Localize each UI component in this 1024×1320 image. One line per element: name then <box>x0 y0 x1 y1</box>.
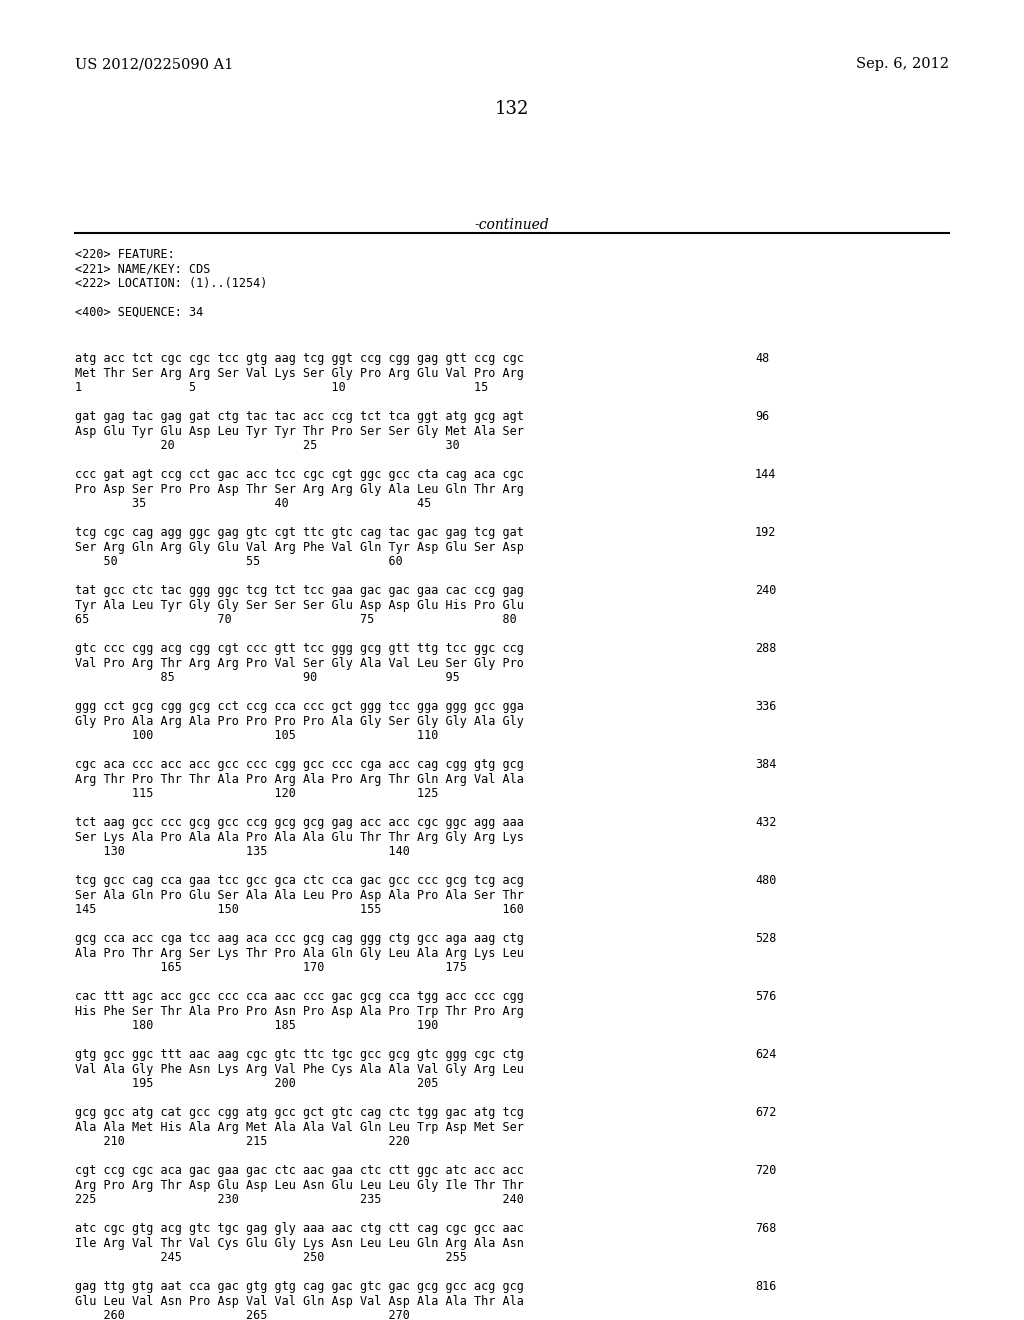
Text: gcg gcc atg cat gcc cgg atg gcc gct gtc cag ctc tgg gac atg tcg: gcg gcc atg cat gcc cgg atg gcc gct gtc … <box>75 1106 524 1119</box>
Text: 35                  40                  45: 35 40 45 <box>75 498 431 510</box>
Text: Arg Pro Arg Thr Asp Glu Asp Leu Asn Glu Leu Leu Gly Ile Thr Thr: Arg Pro Arg Thr Asp Glu Asp Leu Asn Glu … <box>75 1179 524 1192</box>
Text: 180                 185                 190: 180 185 190 <box>75 1019 438 1032</box>
Text: atc cgc gtg acg gtc tgc gag gly aaa aac ctg ctt cag cgc gcc aac: atc cgc gtg acg gtc tgc gag gly aaa aac … <box>75 1222 524 1236</box>
Text: gcg cca acc cga tcc aag aca ccc gcg cag ggg ctg gcc aga aag ctg: gcg cca acc cga tcc aag aca ccc gcg cag … <box>75 932 524 945</box>
Text: Ala Ala Met His Ala Arg Met Ala Ala Val Gln Leu Trp Asp Met Ser: Ala Ala Met His Ala Arg Met Ala Ala Val … <box>75 1121 524 1134</box>
Text: tat gcc ctc tac ggg ggc tcg tct tcc gaa gac gac gaa cac ccg gag: tat gcc ctc tac ggg ggc tcg tct tcc gaa … <box>75 583 524 597</box>
Text: ccc gat agt ccg cct gac acc tcc cgc cgt ggc gcc cta cag aca cgc: ccc gat agt ccg cct gac acc tcc cgc cgt … <box>75 469 524 480</box>
Text: Ser Arg Gln Arg Gly Glu Val Arg Phe Val Gln Tyr Asp Glu Ser Asp: Ser Arg Gln Arg Gly Glu Val Arg Phe Val … <box>75 540 524 553</box>
Text: Ser Lys Ala Pro Ala Ala Pro Ala Ala Glu Thr Thr Arg Gly Arg Lys: Ser Lys Ala Pro Ala Ala Pro Ala Ala Glu … <box>75 830 524 843</box>
Text: Gly Pro Ala Arg Ala Pro Pro Pro Pro Ala Gly Ser Gly Gly Ala Gly: Gly Pro Ala Arg Ala Pro Pro Pro Pro Ala … <box>75 714 524 727</box>
Text: gag ttg gtg aat cca gac gtg gtg cag gac gtc gac gcg gcc acg gcg: gag ttg gtg aat cca gac gtg gtg cag gac … <box>75 1280 524 1294</box>
Text: Ala Pro Thr Arg Ser Lys Thr Pro Ala Gln Gly Leu Ala Arg Lys Leu: Ala Pro Thr Arg Ser Lys Thr Pro Ala Gln … <box>75 946 524 960</box>
Text: Ile Arg Val Thr Val Cys Glu Gly Lys Asn Leu Leu Gln Arg Ala Asn: Ile Arg Val Thr Val Cys Glu Gly Lys Asn … <box>75 1237 524 1250</box>
Text: 85                  90                  95: 85 90 95 <box>75 671 460 684</box>
Text: 225                 230                 235                 240: 225 230 235 240 <box>75 1193 524 1206</box>
Text: <221> NAME/KEY: CDS: <221> NAME/KEY: CDS <box>75 263 210 276</box>
Text: tcg cgc cag agg ggc gag gtc cgt ttc gtc cag tac gac gag tcg gat: tcg cgc cag agg ggc gag gtc cgt ttc gtc … <box>75 525 524 539</box>
Text: gat gag tac gag gat ctg tac tac acc ccg tct tca ggt atg gcg agt: gat gag tac gag gat ctg tac tac acc ccg … <box>75 411 524 422</box>
Text: <400> SEQUENCE: 34: <400> SEQUENCE: 34 <box>75 306 203 319</box>
Text: 624: 624 <box>755 1048 776 1061</box>
Text: 288: 288 <box>755 642 776 655</box>
Text: tcg gcc cag cca gaa tcc gcc gca ctc cca gac gcc ccc gcg tcg acg: tcg gcc cag cca gaa tcc gcc gca ctc cca … <box>75 874 524 887</box>
Text: US 2012/0225090 A1: US 2012/0225090 A1 <box>75 57 233 71</box>
Text: 432: 432 <box>755 816 776 829</box>
Text: ggg cct gcg cgg gcg cct ccg cca ccc gct ggg tcc gga ggg gcc gga: ggg cct gcg cgg gcg cct ccg cca ccc gct … <box>75 700 524 713</box>
Text: Sep. 6, 2012: Sep. 6, 2012 <box>856 57 949 71</box>
Text: 672: 672 <box>755 1106 776 1119</box>
Text: <222> LOCATION: (1)..(1254): <222> LOCATION: (1)..(1254) <box>75 277 267 290</box>
Text: Met Thr Ser Arg Arg Ser Val Lys Ser Gly Pro Arg Glu Val Pro Arg: Met Thr Ser Arg Arg Ser Val Lys Ser Gly … <box>75 367 524 380</box>
Text: Tyr Ala Leu Tyr Gly Gly Ser Ser Ser Glu Asp Asp Glu His Pro Glu: Tyr Ala Leu Tyr Gly Gly Ser Ser Ser Glu … <box>75 598 524 611</box>
Text: Glu Leu Val Asn Pro Asp Val Val Gln Asp Val Asp Ala Ala Thr Ala: Glu Leu Val Asn Pro Asp Val Val Gln Asp … <box>75 1295 524 1308</box>
Text: 576: 576 <box>755 990 776 1003</box>
Text: 528: 528 <box>755 932 776 945</box>
Text: 130                 135                 140: 130 135 140 <box>75 845 410 858</box>
Text: 720: 720 <box>755 1164 776 1177</box>
Text: cgt ccg cgc aca gac gaa gac ctc aac gaa ctc ctt ggc atc acc acc: cgt ccg cgc aca gac gaa gac ctc aac gaa … <box>75 1164 524 1177</box>
Text: 195                 200                 205: 195 200 205 <box>75 1077 438 1090</box>
Text: 132: 132 <box>495 100 529 117</box>
Text: His Phe Ser Thr Ala Pro Pro Asn Pro Asp Ala Pro Trp Thr Pro Arg: His Phe Ser Thr Ala Pro Pro Asn Pro Asp … <box>75 1005 524 1018</box>
Text: 165                 170                 175: 165 170 175 <box>75 961 467 974</box>
Text: tct aag gcc ccc gcg gcc ccg gcg gcg gag acc acc cgc ggc agg aaa: tct aag gcc ccc gcg gcc ccg gcg gcg gag … <box>75 816 524 829</box>
Text: atg acc tct cgc cgc tcc gtg aag tcg ggt ccg cgg gag gtt ccg cgc: atg acc tct cgc cgc tcc gtg aag tcg ggt … <box>75 352 524 366</box>
Text: Val Ala Gly Phe Asn Lys Arg Val Phe Cys Ala Ala Val Gly Arg Leu: Val Ala Gly Phe Asn Lys Arg Val Phe Cys … <box>75 1063 524 1076</box>
Text: Pro Asp Ser Pro Pro Asp Thr Ser Arg Arg Gly Ala Leu Gln Thr Arg: Pro Asp Ser Pro Pro Asp Thr Ser Arg Arg … <box>75 483 524 495</box>
Text: 48: 48 <box>755 352 769 366</box>
Text: 1               5                   10                  15: 1 5 10 15 <box>75 381 488 393</box>
Text: Asp Glu Tyr Glu Asp Leu Tyr Tyr Thr Pro Ser Ser Gly Met Ala Ser: Asp Glu Tyr Glu Asp Leu Tyr Tyr Thr Pro … <box>75 425 524 437</box>
Text: 245                 250                 255: 245 250 255 <box>75 1251 467 1265</box>
Text: Val Pro Arg Thr Arg Arg Pro Val Ser Gly Ala Val Leu Ser Gly Pro: Val Pro Arg Thr Arg Arg Pro Val Ser Gly … <box>75 656 524 669</box>
Text: 65                  70                  75                  80: 65 70 75 80 <box>75 612 517 626</box>
Text: 260                 265                 270: 260 265 270 <box>75 1309 410 1320</box>
Text: Arg Thr Pro Thr Thr Ala Pro Arg Ala Pro Arg Thr Gln Arg Val Ala: Arg Thr Pro Thr Thr Ala Pro Arg Ala Pro … <box>75 772 524 785</box>
Text: 145                 150                 155                 160: 145 150 155 160 <box>75 903 524 916</box>
Text: gtc ccc cgg acg cgg cgt ccc gtt tcc ggg gcg gtt ttg tcc ggc ccg: gtc ccc cgg acg cgg cgt ccc gtt tcc ggg … <box>75 642 524 655</box>
Text: 384: 384 <box>755 758 776 771</box>
Text: -continued: -continued <box>475 218 549 232</box>
Text: 768: 768 <box>755 1222 776 1236</box>
Text: cac ttt agc acc gcc ccc cca aac ccc gac gcg cca tgg acc ccc cgg: cac ttt agc acc gcc ccc cca aac ccc gac … <box>75 990 524 1003</box>
Text: 336: 336 <box>755 700 776 713</box>
Text: 100                 105                 110: 100 105 110 <box>75 729 438 742</box>
Text: cgc aca ccc acc acc gcc ccc cgg gcc ccc cga acc cag cgg gtg gcg: cgc aca ccc acc acc gcc ccc cgg gcc ccc … <box>75 758 524 771</box>
Text: Ser Ala Gln Pro Glu Ser Ala Ala Leu Pro Asp Ala Pro Ala Ser Thr: Ser Ala Gln Pro Glu Ser Ala Ala Leu Pro … <box>75 888 524 902</box>
Text: 96: 96 <box>755 411 769 422</box>
Text: 240: 240 <box>755 583 776 597</box>
Text: 480: 480 <box>755 874 776 887</box>
Text: 20                  25                  30: 20 25 30 <box>75 440 460 451</box>
Text: <220> FEATURE:: <220> FEATURE: <box>75 248 175 261</box>
Text: 816: 816 <box>755 1280 776 1294</box>
Text: 192: 192 <box>755 525 776 539</box>
Text: gtg gcc ggc ttt aac aag cgc gtc ttc tgc gcc gcg gtc ggg cgc ctg: gtg gcc ggc ttt aac aag cgc gtc ttc tgc … <box>75 1048 524 1061</box>
Text: 50                  55                  60: 50 55 60 <box>75 554 402 568</box>
Text: 210                 215                 220: 210 215 220 <box>75 1135 410 1148</box>
Text: 115                 120                 125: 115 120 125 <box>75 787 438 800</box>
Text: 144: 144 <box>755 469 776 480</box>
